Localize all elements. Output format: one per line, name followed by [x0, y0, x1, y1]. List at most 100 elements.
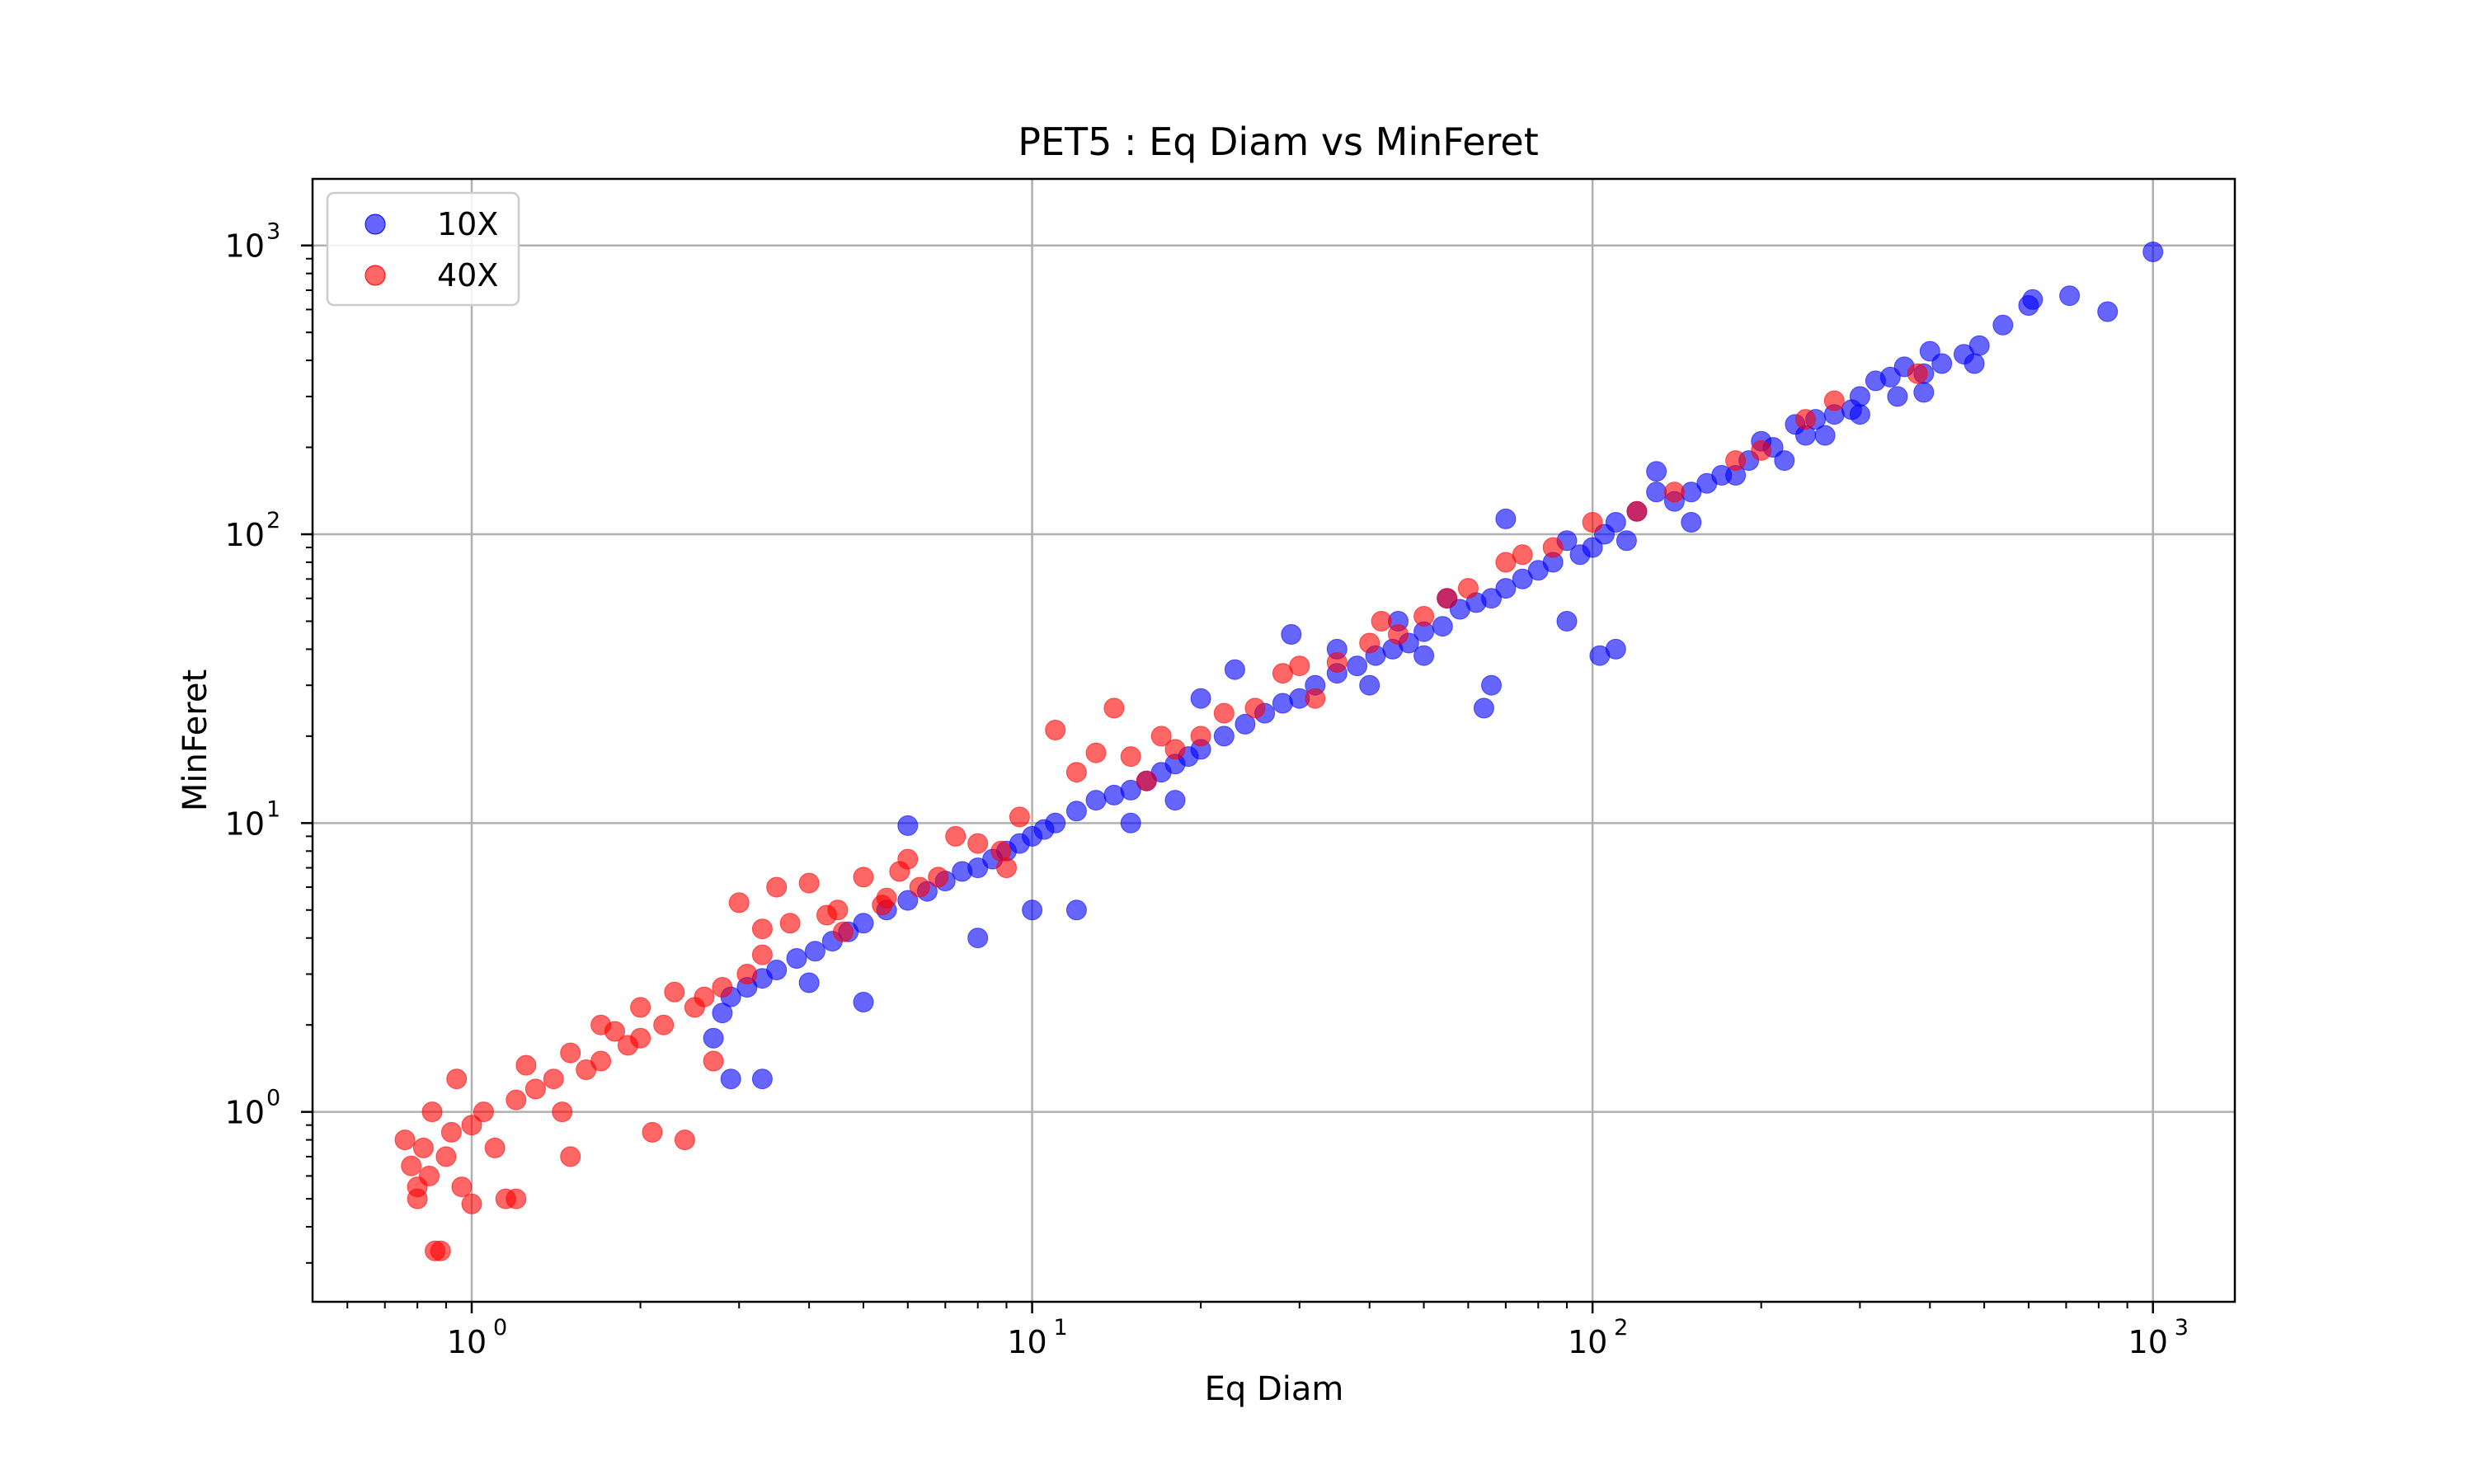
data-point: [630, 1027, 651, 1049]
data-point: [430, 1240, 451, 1261]
data-point: [1009, 806, 1030, 828]
data-point: [642, 1121, 663, 1143]
data-point: [1887, 386, 1908, 407]
data-point: [394, 1129, 416, 1151]
y-axis-label: MinFeret: [176, 669, 214, 811]
data-point: [897, 815, 919, 836]
data-point: [1305, 688, 1326, 709]
x-axis: 10 0 10 1 10 2 10 3: [346, 1302, 2189, 1360]
x-tick-exponent: 3: [2175, 1315, 2189, 1341]
data-point: [440, 1121, 462, 1143]
data-point: [1696, 472, 1718, 494]
data-point: [720, 1068, 741, 1090]
data-point: [506, 1188, 527, 1209]
data-point: [1190, 726, 1211, 747]
data-point: [798, 972, 820, 993]
data-point: [2059, 285, 2081, 307]
data-point: [484, 1137, 506, 1158]
data-point: [2018, 295, 2039, 316]
data-point: [451, 1176, 473, 1198]
data-point: [1347, 655, 1368, 677]
data-point: [1582, 512, 1603, 533]
data-point: [832, 921, 854, 942]
data-point: [2097, 301, 2119, 322]
legend: 10X 40X: [326, 191, 520, 307]
data-point: [543, 1068, 564, 1090]
data-point: [996, 857, 1017, 879]
data-point: [1164, 790, 1186, 811]
data-point: [1569, 544, 1591, 566]
data-point: [1725, 450, 1747, 472]
data-point: [560, 1146, 581, 1167]
legend-marker-40x: [365, 265, 386, 286]
data-point: [786, 948, 807, 969]
data-point: [967, 833, 989, 854]
data-point: [435, 1146, 457, 1167]
data-points: [394, 242, 2164, 1261]
data-point: [1150, 726, 1172, 747]
data-point: [736, 964, 758, 984]
data-point: [1359, 674, 1380, 696]
data-point: [1512, 568, 1533, 589]
data-point: [876, 887, 897, 909]
data-point: [1213, 726, 1235, 747]
data-point: [461, 1115, 482, 1136]
data-point: [1326, 652, 1348, 673]
data-point: [1065, 899, 1087, 921]
legend-label-40x: 40X: [437, 257, 498, 294]
data-point: [703, 1027, 724, 1049]
data-point: [1164, 739, 1186, 760]
data-point: [967, 928, 989, 949]
y-tick-exponent: 1: [266, 796, 280, 822]
data-point: [446, 1068, 468, 1090]
data-point: [1823, 390, 1845, 411]
x-tick-exponent: 2: [1614, 1315, 1628, 1341]
data-point: [560, 1042, 581, 1064]
data-point: [1473, 697, 1494, 719]
data-point: [804, 941, 825, 962]
data-point: [751, 1068, 773, 1090]
data-point: [766, 876, 788, 898]
y-tick-label: 10: [225, 228, 265, 265]
data-point: [1120, 812, 1141, 834]
data-point: [1646, 481, 1667, 503]
data-point: [1663, 481, 1685, 503]
data-point: [1751, 439, 1772, 461]
data-point: [1616, 530, 1637, 552]
data-point: [1556, 611, 1578, 632]
data-point: [630, 997, 651, 1018]
data-point: [1103, 697, 1125, 719]
data-point: [1512, 544, 1533, 566]
data-point: [1437, 588, 1458, 609]
data-point: [401, 1155, 422, 1176]
data-point: [1527, 560, 1549, 581]
data-point: [897, 890, 919, 911]
y-tick-exponent: 2: [266, 508, 280, 533]
data-point: [1136, 770, 1157, 791]
data-point: [1413, 645, 1435, 666]
data-point: [1103, 784, 1125, 805]
data-point: [694, 986, 715, 1007]
data-point: [897, 848, 919, 870]
data-point: [1681, 512, 1702, 533]
data-point: [928, 866, 949, 888]
data-point: [712, 977, 733, 998]
data-point: [1913, 382, 1935, 403]
data-point: [1085, 790, 1107, 811]
series-10x: [703, 242, 2164, 1090]
data-point: [506, 1089, 527, 1111]
series-40x: [394, 363, 1928, 1261]
data-point: [1646, 461, 1667, 482]
data-point: [751, 918, 773, 940]
legend-label-10x: 10X: [437, 206, 498, 242]
legend-marker-10x: [365, 214, 386, 235]
chart-title: PET5 : Eq Diam vs MinFeret: [1018, 120, 1539, 164]
data-point: [945, 825, 967, 847]
plot-area-frame: [311, 177, 2236, 1303]
data-point: [1045, 720, 1066, 740]
data-point: [515, 1054, 537, 1076]
data-point: [1849, 404, 1870, 425]
x-tick-exponent: 0: [493, 1315, 507, 1341]
